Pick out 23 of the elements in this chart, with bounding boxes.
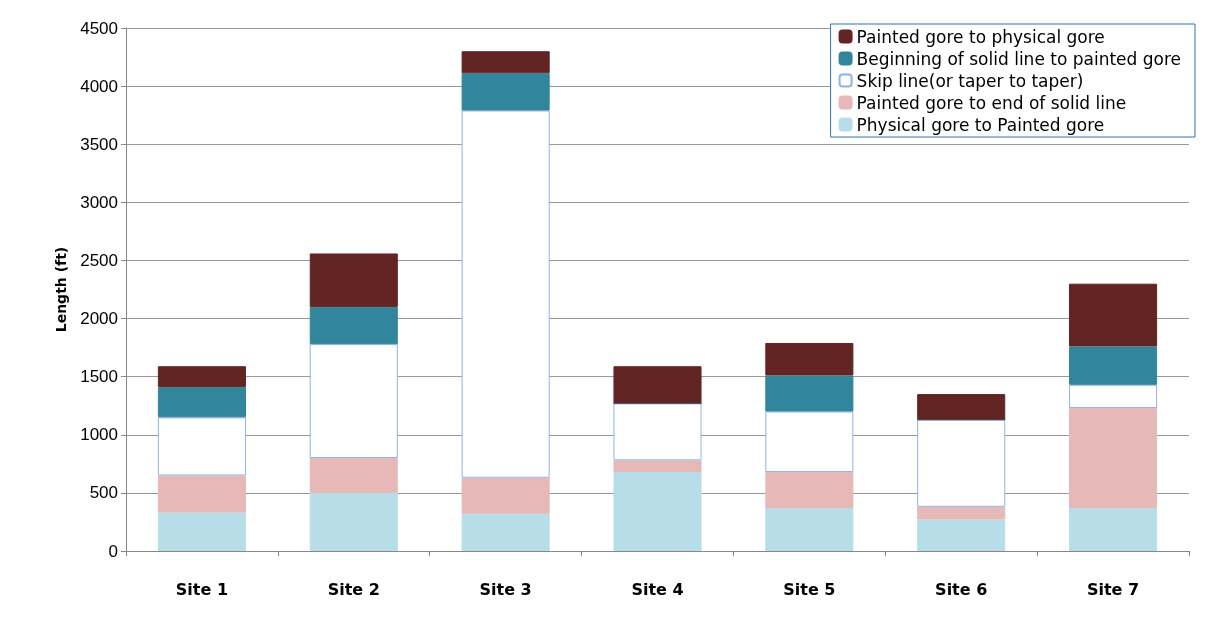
- legend-label: Skip line(or taper to taper): [856, 70, 1084, 91]
- y-tick-label: 1000: [80, 425, 118, 445]
- legend-label: Painted gore to physical gore: [856, 26, 1105, 47]
- x-tick-label: Site 7: [1086, 579, 1140, 599]
- y-tick-label: 3000: [80, 192, 118, 212]
- x-tick-label: Site 4: [631, 579, 684, 599]
- legend-label: Beginning of solid line to painted gore: [856, 48, 1182, 69]
- x-tick-label: Site 5: [783, 579, 836, 599]
- y-tick-label: 0: [108, 541, 118, 561]
- legend-label: Physical gore to Painted gore: [856, 114, 1105, 135]
- y-tick-label: 500: [89, 483, 118, 503]
- y-axis-title: Length (ft): [53, 246, 69, 333]
- y-tick-label: 3500: [80, 134, 118, 154]
- y-tick-label: 1500: [80, 367, 118, 387]
- x-tick-label: Site 1: [175, 579, 229, 599]
- y-tick-label: 2000: [80, 309, 118, 329]
- y-tick-label: 2500: [80, 250, 118, 270]
- y-tick-label: 4500: [80, 18, 118, 38]
- y-tick-label: 4000: [80, 76, 118, 96]
- x-tick-label: Site 2: [327, 579, 380, 599]
- x-tick-label: Site 6: [935, 579, 988, 599]
- x-tick-label: Site 3: [479, 579, 532, 599]
- legend-label: Painted gore to end of solid line: [856, 92, 1127, 113]
